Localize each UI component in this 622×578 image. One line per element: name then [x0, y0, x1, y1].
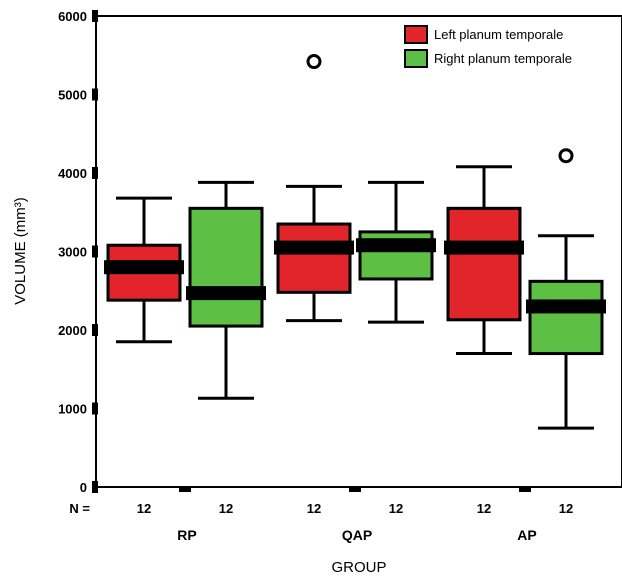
group-labels: RP QAP AP: [177, 527, 536, 543]
y-tick-mark: [92, 402, 98, 415]
x-axis-title: GROUP: [331, 559, 386, 576]
median-bar: [526, 299, 606, 314]
box-iqr: [276, 222, 352, 294]
x-tick-mark: [519, 486, 531, 492]
x-tick-mark: [179, 486, 191, 492]
y-axis-title: VOLUME (mm³): [12, 197, 29, 305]
y-tick-mark: [92, 10, 98, 22]
group-label: RP: [177, 527, 196, 543]
y-tick-mark: [92, 324, 98, 336]
n-counts-row: N = 12 12 12 12 12 12: [69, 501, 573, 516]
y-tick-label: 5000: [58, 88, 87, 103]
legend-swatch: [404, 25, 428, 44]
legend-label: Right planum temporale: [434, 51, 572, 66]
y-axis-ticks: 0 1000 2000 3000 4000 5000 6000: [58, 9, 98, 495]
box-iqr: [188, 206, 264, 328]
n-value: 12: [477, 501, 491, 516]
group-label: AP: [517, 527, 536, 543]
median-bar: [186, 286, 266, 301]
n-value: 12: [307, 501, 321, 516]
y-tick-mark: [92, 167, 98, 179]
y-tick-label: 0: [80, 480, 87, 495]
median-bar: [356, 238, 436, 253]
box-iqr: [446, 206, 522, 322]
median-bar: [104, 260, 184, 275]
n-value: 12: [219, 501, 233, 516]
n-value: 12: [389, 501, 403, 516]
legend-swatch: [404, 49, 428, 68]
legend: Left planum temporale Right planum tempor…: [404, 25, 572, 68]
y-tick-label: 3000: [58, 245, 87, 260]
y-tick-label: 4000: [58, 166, 87, 181]
y-tick-mark: [92, 88, 98, 101]
outlier-point: [558, 148, 574, 164]
legend-label: Left planum temporale: [434, 27, 563, 42]
n-label: N =: [69, 501, 90, 516]
median-bar: [444, 240, 524, 255]
y-tick-label: 6000: [58, 9, 87, 24]
x-axis-ticks: [179, 486, 531, 492]
boxes-layer: [104, 54, 606, 430]
outlier-point: [306, 54, 322, 70]
x-tick-mark: [349, 486, 361, 492]
n-value: 12: [559, 501, 573, 516]
y-tick-mark: [92, 245, 98, 258]
y-tick-label: 2000: [58, 323, 87, 338]
n-value: 12: [137, 501, 151, 516]
y-tick-label: 1000: [58, 402, 87, 417]
box-iqr: [528, 279, 604, 356]
median-bar: [274, 240, 354, 255]
y-tick-mark: [92, 481, 98, 493]
group-label: QAP: [342, 527, 372, 543]
